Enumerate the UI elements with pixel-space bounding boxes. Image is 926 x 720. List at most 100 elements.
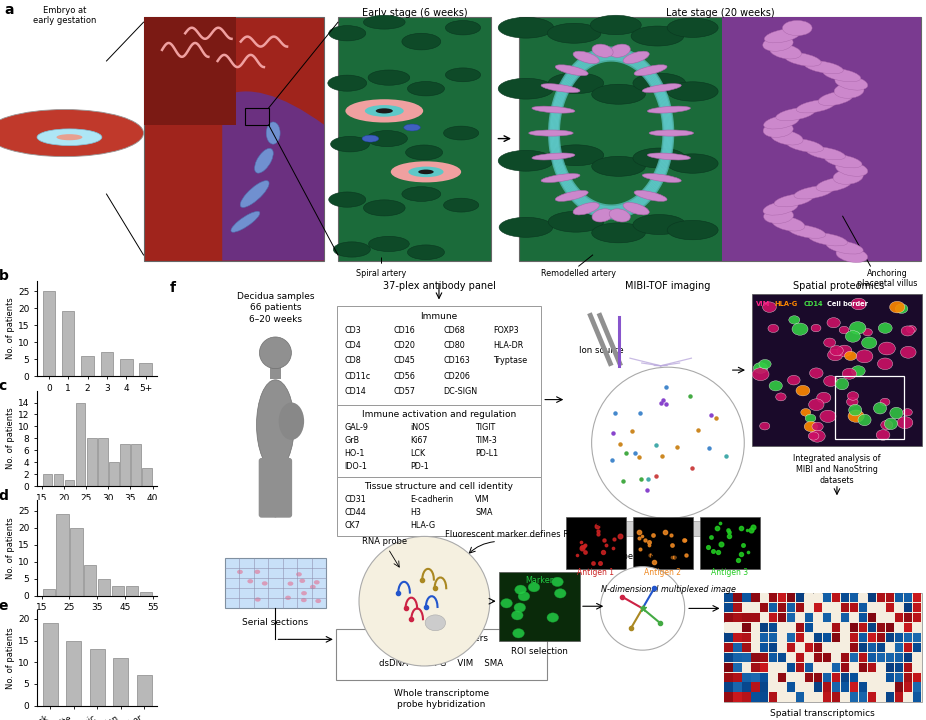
Ellipse shape [362,135,379,142]
Text: f: f [170,281,176,294]
Text: CD14: CD14 [344,387,366,396]
Ellipse shape [876,430,890,440]
FancyBboxPatch shape [868,652,876,662]
FancyBboxPatch shape [841,633,849,642]
Ellipse shape [541,174,580,182]
FancyBboxPatch shape [832,633,841,642]
Text: HLA-DR: HLA-DR [493,341,523,351]
Ellipse shape [856,350,873,363]
Text: Fluorescent marker defines ROI: Fluorescent marker defines ROI [445,530,578,539]
FancyBboxPatch shape [913,593,921,602]
FancyBboxPatch shape [787,613,795,622]
FancyBboxPatch shape [886,613,895,622]
Ellipse shape [842,368,857,379]
Ellipse shape [237,570,243,574]
FancyBboxPatch shape [895,693,903,701]
FancyBboxPatch shape [832,683,841,692]
Ellipse shape [402,33,441,50]
FancyBboxPatch shape [859,643,868,652]
FancyBboxPatch shape [904,593,912,602]
Text: Tissue structure and cell identity: Tissue structure and cell identity [365,482,514,491]
Text: MIBI-TOF imaging: MIBI-TOF imaging [625,281,710,291]
FancyBboxPatch shape [778,643,786,652]
Text: LCK: LCK [410,449,425,458]
Text: CD80: CD80 [444,341,465,351]
FancyBboxPatch shape [850,633,858,642]
Bar [87,438,96,486]
FancyBboxPatch shape [743,603,750,612]
FancyBboxPatch shape [724,593,921,702]
Ellipse shape [847,392,858,400]
FancyBboxPatch shape [796,593,805,602]
Bar [65,480,74,486]
Text: HLA-G: HLA-G [774,301,798,307]
FancyBboxPatch shape [778,662,786,672]
Ellipse shape [805,414,816,423]
FancyBboxPatch shape [850,683,858,692]
Text: Embryo at
early gestation: Embryo at early gestation [33,6,96,25]
FancyBboxPatch shape [796,643,805,652]
Ellipse shape [547,23,601,43]
FancyBboxPatch shape [806,633,813,642]
Text: SMA: SMA [475,508,493,517]
FancyBboxPatch shape [269,358,282,379]
Text: CD4: CD4 [344,341,361,351]
X-axis label: Body–mass index: Body–mass index [58,618,136,627]
Circle shape [419,169,433,174]
Ellipse shape [592,84,645,104]
FancyBboxPatch shape [814,603,822,612]
Ellipse shape [609,44,631,58]
Ellipse shape [255,598,261,602]
Ellipse shape [285,595,291,600]
Bar [137,675,152,706]
FancyBboxPatch shape [724,643,732,652]
Ellipse shape [873,402,886,414]
Ellipse shape [548,212,604,232]
Ellipse shape [752,368,769,381]
FancyBboxPatch shape [850,643,858,652]
FancyBboxPatch shape [904,652,912,662]
FancyBboxPatch shape [724,652,732,662]
Ellipse shape [826,240,863,254]
FancyBboxPatch shape [806,593,813,602]
Circle shape [600,567,684,650]
FancyBboxPatch shape [841,643,849,652]
FancyBboxPatch shape [904,693,912,701]
FancyBboxPatch shape [895,652,903,662]
Ellipse shape [881,420,893,430]
Ellipse shape [823,338,835,347]
Text: E-cadherin: E-cadherin [410,495,453,504]
FancyBboxPatch shape [787,593,795,602]
Ellipse shape [279,402,304,440]
Text: PD-L1: PD-L1 [475,449,498,458]
Y-axis label: No. of patients: No. of patients [6,627,15,689]
FancyBboxPatch shape [796,623,805,632]
Bar [66,641,81,706]
Circle shape [0,109,144,157]
FancyBboxPatch shape [796,613,805,622]
FancyBboxPatch shape [814,662,822,672]
FancyBboxPatch shape [841,672,849,682]
FancyBboxPatch shape [778,613,786,622]
Bar [43,291,56,376]
Ellipse shape [768,324,779,333]
Text: Late stage (20 weeks): Late stage (20 weeks) [666,9,775,18]
Text: GAL-9: GAL-9 [344,423,369,432]
FancyBboxPatch shape [733,603,742,612]
FancyBboxPatch shape [778,672,786,682]
Ellipse shape [784,53,821,66]
FancyBboxPatch shape [850,652,858,662]
Text: Whole transcriptome
probe hybridization: Whole transcriptome probe hybridization [394,689,489,709]
Ellipse shape [849,405,862,416]
FancyBboxPatch shape [904,623,912,632]
FancyBboxPatch shape [832,623,841,632]
Bar [43,474,52,486]
Ellipse shape [787,375,800,385]
Ellipse shape [591,15,642,35]
FancyBboxPatch shape [751,672,759,682]
Ellipse shape [402,186,441,202]
Circle shape [259,337,292,369]
Ellipse shape [633,215,685,235]
FancyBboxPatch shape [787,693,795,701]
FancyBboxPatch shape [806,623,813,632]
